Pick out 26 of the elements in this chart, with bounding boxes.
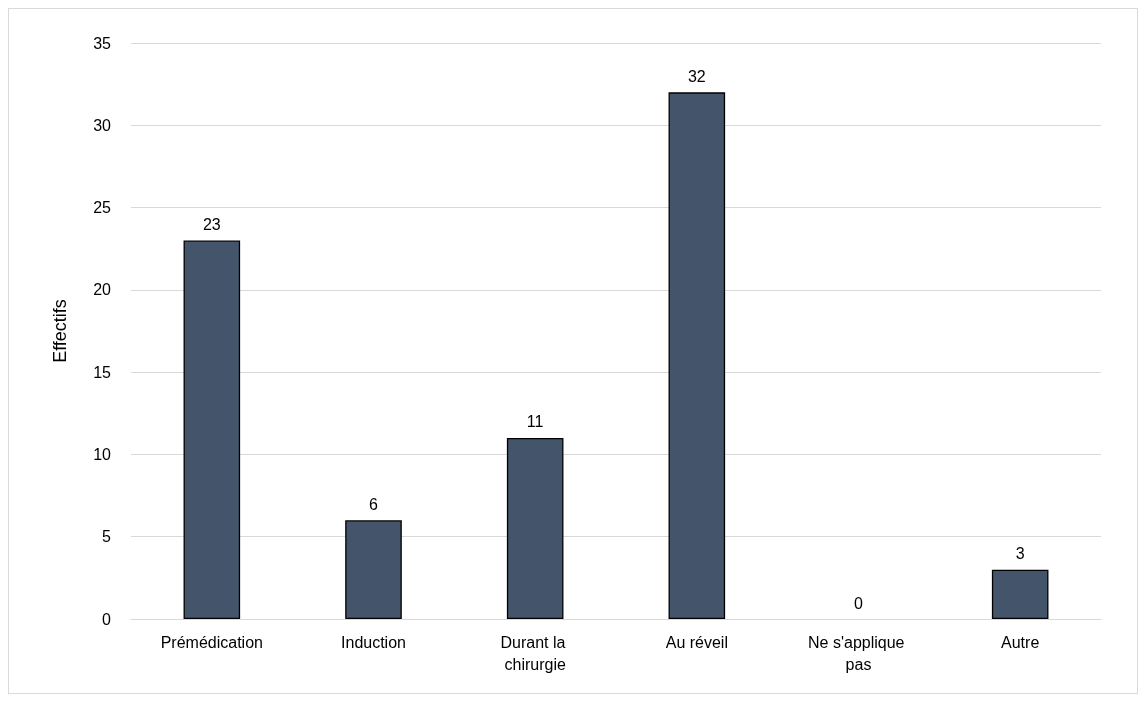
- bar: [345, 520, 402, 619]
- data-label: 23: [202, 215, 221, 233]
- y-axis-title: Effectifs: [50, 299, 70, 363]
- y-tick-label: 35: [93, 34, 112, 52]
- y-tick-label: 15: [93, 363, 112, 381]
- data-label: 11: [526, 413, 544, 431]
- x-tick-label: Induction: [341, 633, 406, 651]
- bar: [183, 240, 241, 619]
- x-tick-label: Durant la chirurgie: [500, 633, 570, 673]
- data-label: 6: [369, 495, 379, 513]
- bar: [991, 569, 1049, 619]
- x-tick-label: Prémédication: [160, 633, 263, 651]
- data-label: 0: [854, 594, 864, 612]
- y-tick-label: 0: [102, 610, 112, 628]
- x-tick-label: Ne s'applique pas: [808, 633, 909, 673]
- bar: [668, 92, 726, 619]
- data-label: 3: [1015, 545, 1025, 563]
- y-tick-label: 10: [93, 445, 112, 463]
- bar: [506, 437, 564, 619]
- data-label: 32: [687, 67, 706, 85]
- y-tick-label: 25: [93, 199, 112, 217]
- y-tick-label: 30: [93, 116, 112, 134]
- x-tick-label: Autre: [1001, 633, 1040, 651]
- y-tick-label: 5: [102, 528, 112, 546]
- x-tick-label: Au réveil: [665, 633, 728, 651]
- y-tick-label: 20: [93, 281, 112, 299]
